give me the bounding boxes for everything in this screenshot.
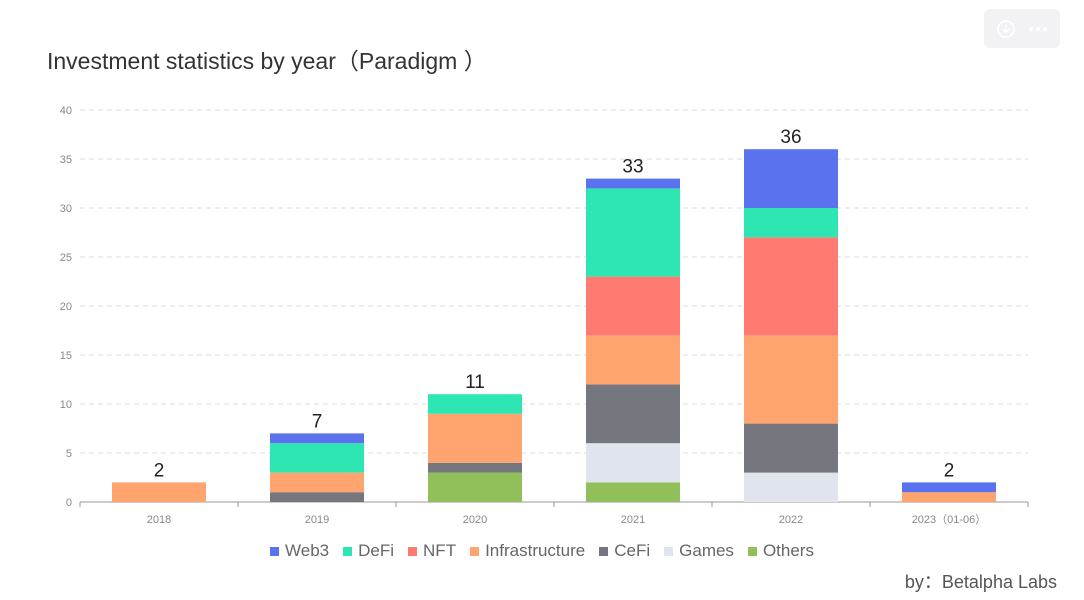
legend-item-cefi[interactable]: CeFi [599,541,650,561]
bar-total-label: 7 [312,411,323,432]
bar-cefi-1[interactable] [270,492,364,502]
bar-defi-4[interactable] [744,208,838,238]
legend-swatch [747,546,757,556]
legend-label: Infrastructure [485,541,586,560]
y-tick-label: 20 [60,301,72,313]
bar-infrastructure-0[interactable] [112,482,206,502]
legend-swatch [343,546,353,556]
bar-nft-4[interactable] [744,237,838,336]
bar-others-3[interactable] [586,482,680,502]
y-tick-label: 40 [60,105,72,117]
bar-cefi-2[interactable] [428,462,522,473]
y-tick-label: 30 [60,203,72,215]
bar-total-label: 2 [154,460,165,481]
legend-label: DeFi [358,541,395,560]
legend-swatch [599,546,609,556]
bar-others-2[interactable] [428,472,522,502]
download-button[interactable] [993,16,1019,42]
chart-toolbar [984,9,1060,48]
bar-infrastructure-2[interactable] [428,413,522,463]
bar-infrastructure-5[interactable] [902,492,996,502]
bar-total-label: 33 [622,157,643,178]
legend-item-games[interactable]: Games [664,541,734,561]
legend-swatch [270,546,280,556]
y-tick-label: 15 [60,350,72,362]
bar-defi-2[interactable] [428,394,522,414]
y-tick-label: 35 [60,154,72,166]
bar-defi-1[interactable] [270,443,364,473]
legend-swatch [408,546,418,556]
bar-total-label: 2 [944,460,955,481]
legend-item-nft[interactable]: NFT [408,541,456,561]
bar-total-label: 36 [780,127,801,148]
bar-games-4[interactable] [744,472,838,502]
legend-label: Games [679,541,734,560]
legend-label: Web3 [285,541,330,560]
more-button[interactable] [1025,16,1051,42]
legend-item-web3[interactable]: Web3 [270,541,329,561]
bar-web3-5[interactable] [902,482,996,493]
legend-label: CeFi [614,541,651,560]
x-tick-label: 2023（01-06） [912,513,987,526]
x-tick-label: 2020 [463,514,487,526]
y-tick-label: 5 [66,448,72,460]
legend-label: Others [762,541,814,560]
x-tick-label: 2021 [621,514,645,526]
legend-label: NFT [423,541,457,560]
bar-web3-4[interactable] [744,149,838,208]
bar-total-label: 11 [465,372,485,393]
credit-text: by：Betalpha Labs [904,572,1057,592]
x-tick-label: 2022 [779,514,803,526]
bar-web3-3[interactable] [586,178,680,189]
chart-title: Investment statistics by year（Paradigm ） [47,48,487,74]
more-icon [1029,26,1047,31]
bar-infrastructure-4[interactable] [744,335,838,424]
legend-item-infrastructure[interactable]: Infrastructure [470,541,585,561]
chart-legend: Web3 DeFi NFT Infrastructure CeFi Games Others [0,541,1084,561]
legend-swatch [470,546,480,556]
legend-item-defi[interactable]: DeFi [343,541,394,561]
y-tick-label: 0 [66,497,72,509]
y-tick-label: 10 [60,399,72,411]
legend-item-others[interactable]: Others [747,541,814,561]
bar-web3-1[interactable] [270,433,364,444]
bar-cefi-3[interactable] [586,384,680,444]
x-tick-label: 2019 [305,514,329,526]
bar-cefi-4[interactable] [744,423,838,473]
y-tick-label: 25 [60,252,72,264]
bar-infrastructure-1[interactable] [270,472,364,493]
download-icon [997,19,1015,38]
x-tick-label: 2018 [147,514,171,526]
legend-swatch [664,546,674,556]
stacked-bar-chart: 0 5 10 15 20 25 30 35 40 2 2018 7 2019 11 2020 33 2021 36… [60,105,1029,526]
bar-nft-3[interactable] [586,276,680,336]
bar-infrastructure-3[interactable] [586,335,680,385]
bar-defi-3[interactable] [586,188,680,277]
bar-games-3[interactable] [586,443,680,483]
